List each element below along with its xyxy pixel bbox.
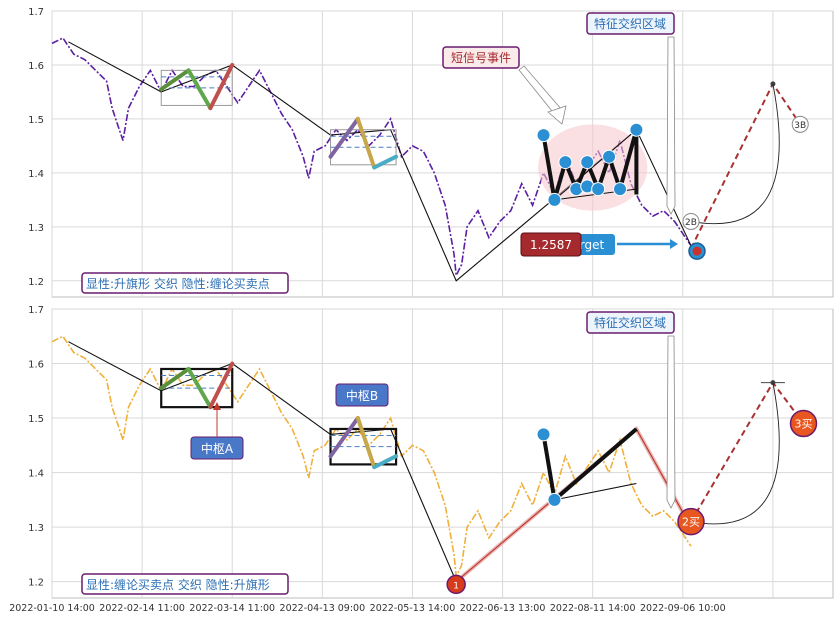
bottom-feature-zone-arrow <box>666 335 676 509</box>
bottom-y-tick-label: 1.5 <box>28 414 44 425</box>
top-short-signal-callout: 短信号事件 <box>451 51 511 65</box>
top-pattern-node <box>629 122 644 137</box>
top-y-tick-label: 1.5 <box>28 115 44 126</box>
bottom-segment-stroke <box>355 416 377 470</box>
top-target-badge <box>520 232 582 257</box>
top-segment-stroke <box>159 68 191 92</box>
bottom-y-tick-label: 1.2 <box>28 578 44 589</box>
bottom-signal-label: 2买 <box>682 516 700 529</box>
bottom-segment-stroke <box>186 366 213 410</box>
bottom-center-a-label: 中枢A <box>201 441 234 456</box>
top-y-tick-label: 1.4 <box>28 169 44 180</box>
bottom-signal-marker <box>789 409 818 438</box>
bottom-y-tick-label: 1.7 <box>28 305 44 316</box>
bottom-projection-arc <box>690 382 780 525</box>
bottom-segment-stroke <box>208 361 235 410</box>
bottom-panel-frame <box>51 308 834 599</box>
x-tick-label: 2022-05-13 14:00 <box>370 603 456 614</box>
top-pattern-node <box>547 192 562 207</box>
top-y-tick-label: 1.7 <box>28 7 44 18</box>
bottom-y-tick-label: 1.6 <box>28 360 44 371</box>
bottom-center-b-label-box <box>335 383 389 407</box>
top-pattern-upper-trend <box>554 129 637 201</box>
top-pattern-node <box>580 155 595 170</box>
bottom-pattern-node <box>536 427 551 442</box>
x-tick-label: 2022-02-14 11:00 <box>99 603 185 614</box>
bottom-segment-stroke <box>159 366 191 391</box>
bottom-signal-marker <box>446 574 466 595</box>
bottom-signal-marker <box>677 507 705 536</box>
top-target-label: 2B <box>685 218 697 228</box>
bottom-center-a-pointer-head <box>213 402 221 410</box>
top-pattern-node <box>536 128 551 143</box>
top-legend-box <box>81 272 289 294</box>
top-segment-stroke <box>355 116 377 170</box>
top-y-tick-label: 1.2 <box>28 277 44 288</box>
bottom-center-b-label: 中枢B <box>346 388 378 403</box>
top-short-signal-callout-box <box>442 46 520 69</box>
top-segment-stroke <box>328 116 360 159</box>
bottom-pattern-upper-trend <box>554 428 637 501</box>
top-feature-zone-arrow <box>666 36 676 215</box>
bottom-segment-stroke <box>372 454 399 470</box>
top-pattern-node <box>613 182 627 197</box>
bottom-legend-text: 显性:缠论买卖点 交织 隐性:升旗形 <box>86 577 270 592</box>
top-target-circle <box>682 212 700 230</box>
top-pattern-node <box>558 155 573 170</box>
x-tick-label: 2022-03-14 11:00 <box>189 603 275 614</box>
top-feature-zone-callout-box <box>586 12 675 35</box>
bottom-segment-stroke <box>328 416 360 459</box>
top-target-badge-suffix: rget <box>580 238 605 252</box>
top-target-marker-inner <box>692 246 702 256</box>
top-projection-arc <box>690 83 780 225</box>
top-target-badge-arrowhead <box>670 239 678 249</box>
top-target-circle <box>791 115 809 133</box>
x-tick-label: 2022-09-06 10:00 <box>640 603 726 614</box>
top-y-tick-label: 1.3 <box>28 223 44 234</box>
x-tick-label: 2022-08-11 14:00 <box>550 603 636 614</box>
bottom-signal-label: 3买 <box>795 418 813 431</box>
top-pattern-node <box>591 182 606 197</box>
x-tick-label: 2022-01-10 14:00 <box>9 603 95 614</box>
bottom-feature-zone-callout: 特征交织区域 <box>594 315 666 330</box>
bottom-pattern-node <box>547 492 562 507</box>
top-y-tick-label: 1.6 <box>28 61 44 72</box>
top-feature-zone-callout: 特征交织区域 <box>594 16 666 31</box>
top-segment-stroke <box>208 62 235 111</box>
top-short-signal-arrowhead <box>547 105 567 125</box>
bottom-feature-zone-callout-box <box>586 311 675 334</box>
bottom-y-tick-label: 1.4 <box>28 469 44 480</box>
top-legend-text: 显性:升旗形 交织 隐性:缠论买卖点 <box>86 276 270 291</box>
x-tick-label: 2022-04-13 09:00 <box>280 603 366 614</box>
top-target-badge-value: 1.2587 <box>530 238 572 252</box>
x-tick-label: 2022-06-13 13:00 <box>460 603 546 614</box>
top-pattern-zigzag <box>541 127 639 202</box>
bottom-signal-label: 1 <box>453 581 459 591</box>
top-segment-stroke <box>372 154 399 170</box>
bottom-pattern-lower-trend <box>554 483 637 501</box>
top-target-label: 3B <box>794 121 806 131</box>
top-segment-stroke <box>186 68 213 111</box>
top-pattern-node <box>602 149 617 164</box>
bottom-legend-box <box>81 573 289 595</box>
bottom-y-tick-label: 1.3 <box>28 523 44 534</box>
